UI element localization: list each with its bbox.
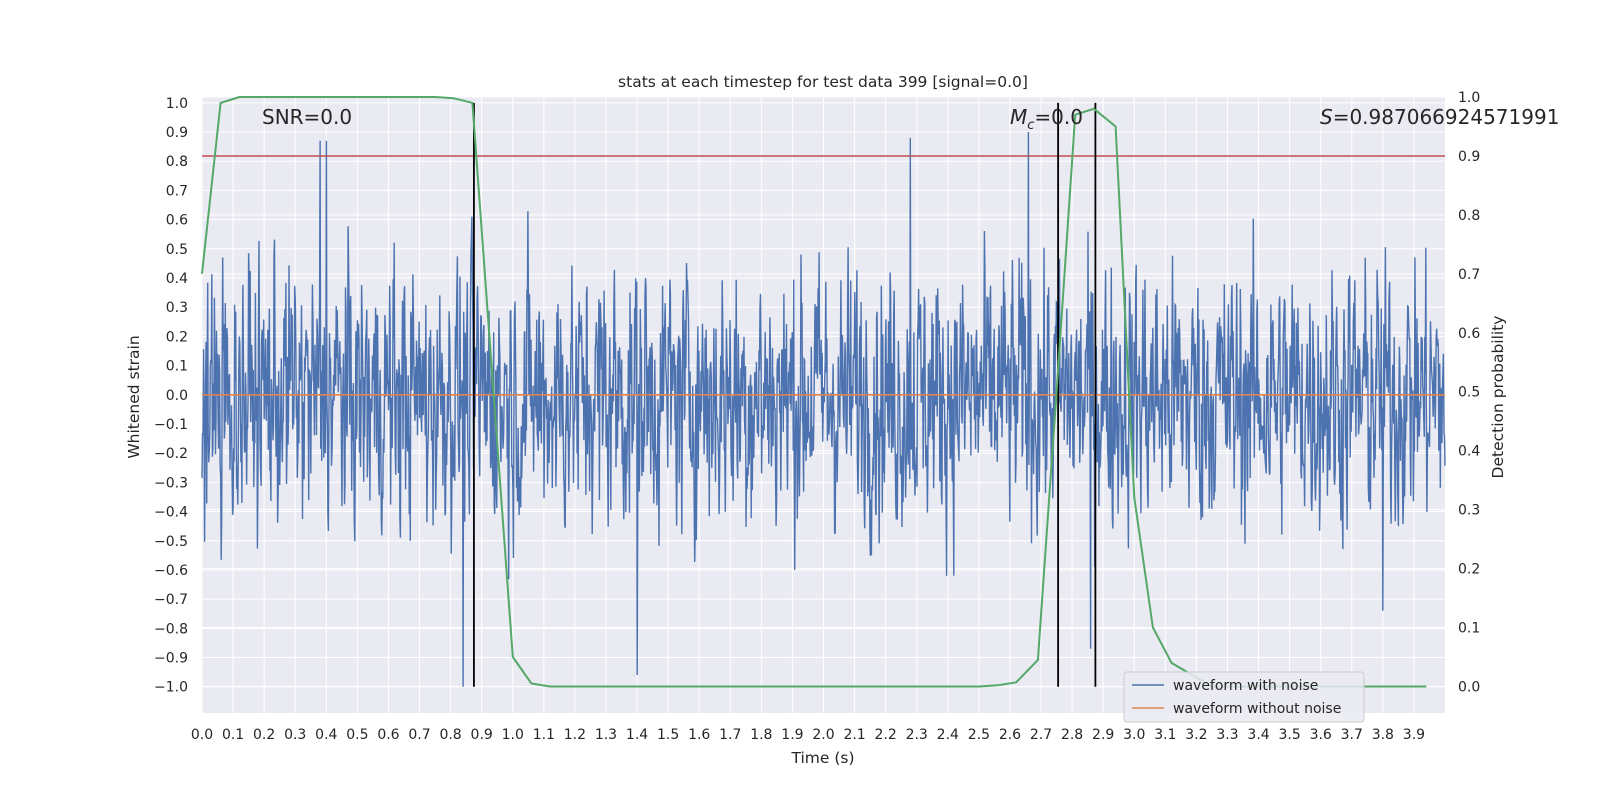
x-tick-label: 0.8 — [439, 727, 461, 743]
y-axis-label: Whitened strain — [125, 335, 143, 458]
y-tick-label: −0.1 — [154, 417, 188, 433]
y-tick-label: 0.8 — [166, 154, 188, 170]
x-tick-label: 0.2 — [253, 727, 275, 743]
vertical-markers — [473, 102, 1097, 687]
x-tick-label: 3.1 — [1154, 727, 1176, 743]
x-tick-label: 0.4 — [315, 727, 337, 743]
x-tick-label: 2.3 — [906, 727, 928, 743]
s-annotation: S=0.987066924571991 — [1320, 105, 1559, 129]
x-tick-label: 1.5 — [657, 727, 679, 743]
x-tick-label: 0.7 — [408, 727, 430, 743]
y-tick-label: 0.2 — [166, 329, 188, 345]
x-tick-label: 3.9 — [1403, 727, 1425, 743]
mc-subscript: c — [1027, 118, 1034, 133]
x-tick-label: 2.6 — [999, 727, 1021, 743]
y-tick-label: −0.5 — [154, 534, 188, 550]
x-tick-label: 3.0 — [1123, 727, 1145, 743]
x-tick-label: 3.4 — [1247, 727, 1269, 743]
x-tick-label: 0.3 — [284, 727, 306, 743]
legend-box — [1123, 671, 1365, 723]
y-tick-label: 0.9 — [166, 125, 188, 141]
x-tick-label: 3.8 — [1372, 727, 1394, 743]
y2-tick-label: 0.3 — [1458, 503, 1480, 519]
y-tick-label: −0.9 — [154, 651, 188, 667]
y2-tick-label: 0.1 — [1458, 621, 1480, 637]
x-tick-label: 0.5 — [346, 727, 368, 743]
x-tick-label: 2.4 — [937, 727, 959, 743]
y-tick-label: −0.6 — [154, 563, 188, 579]
y-tick-label: −0.7 — [154, 592, 188, 608]
y-tick-label: −1.0 — [154, 680, 188, 696]
x-tick-label: 2.8 — [1061, 727, 1083, 743]
y-tick-label: 0.6 — [166, 213, 188, 229]
y2-tick-label: 0.9 — [1458, 149, 1480, 165]
y-tick-label: 0.4 — [166, 271, 188, 287]
x-tick-label: 2.9 — [1092, 727, 1114, 743]
x-tick-label: 2.0 — [812, 727, 834, 743]
probability-trace — [201, 96, 1427, 688]
x-tick-label: 3.5 — [1278, 727, 1300, 743]
x-tick-label: 1.1 — [533, 727, 555, 743]
y2-tick-label: 0.7 — [1458, 267, 1480, 283]
y2-tick-label: 1.0 — [1458, 90, 1480, 106]
y2-axis-ticks: 1.0 0.9 0.8 0.7 0.6 0.5 0.4 0.3 0.2 0.1 0.0 — [1458, 90, 1480, 695]
series-detection-probability — [201, 96, 1427, 688]
x-tick-label: 0.6 — [377, 727, 399, 743]
y2-tick-label: 0.6 — [1458, 326, 1480, 342]
x-tick-label: 3.2 — [1185, 727, 1207, 743]
y-tick-label: −0.4 — [154, 505, 188, 521]
legend: waveform with noise waveform without noi… — [1123, 671, 1365, 723]
x-tick-label: 1.9 — [781, 727, 803, 743]
y2-tick-label: 0.5 — [1458, 385, 1480, 401]
mc-value: =0.0 — [1034, 105, 1083, 129]
y-tick-label: −0.8 — [154, 621, 188, 637]
x-tick-label: 3.7 — [1341, 727, 1363, 743]
y-tick-label: 0.3 — [166, 300, 188, 316]
x-axis-label: Time (s) — [790, 749, 854, 767]
x-tick-label: 3.3 — [1216, 727, 1238, 743]
y-tick-label: 1.0 — [166, 96, 188, 112]
snr-annotation: SNR=0.0 — [262, 105, 352, 129]
y2-tick-label: 0.2 — [1458, 562, 1480, 578]
y-tick-label: 0.0 — [166, 388, 188, 404]
x-tick-label: 3.6 — [1310, 727, 1332, 743]
y-axis-ticks: 1.0 0.9 0.8 0.7 0.6 0.5 0.4 0.3 0.2 0.1 0.0 −0.1 −0.… — [154, 96, 188, 696]
y2-tick-label: 0.8 — [1458, 208, 1480, 224]
y2-tick-label: 0.0 — [1458, 679, 1480, 695]
x-axis-ticks: 0.0 0.1 0.2 0.3 0.4 0.5 0.6 0.7 0.8 0.9 1.0 1.1 1.2 1… — [191, 727, 1425, 743]
y-tick-label: −0.2 — [154, 446, 188, 462]
s-symbol: S — [1320, 105, 1333, 129]
noise-trace — [201, 131, 1446, 687]
x-tick-label: 0.0 — [191, 727, 213, 743]
y-tick-label: 0.7 — [166, 183, 188, 199]
y-tick-label: 0.1 — [166, 359, 188, 375]
x-tick-label: 1.4 — [626, 727, 648, 743]
x-tick-label: 2.7 — [1030, 727, 1052, 743]
x-tick-label: 0.9 — [471, 727, 493, 743]
chart-title: stats at each timestep for test data 399… — [618, 73, 1028, 91]
y-tick-label: 0.5 — [166, 242, 188, 258]
x-tick-label: 1.7 — [719, 727, 741, 743]
x-tick-label: 2.1 — [843, 727, 865, 743]
mc-symbol: M — [1010, 105, 1027, 129]
y2-axis-label: Detection probability — [1489, 316, 1507, 479]
x-tick-label: 1.0 — [502, 727, 524, 743]
x-tick-label: 0.1 — [222, 727, 244, 743]
x-tick-label: 1.2 — [564, 727, 586, 743]
series-waveform-with-noise — [201, 131, 1446, 687]
s-value: =0.987066924571991 — [1333, 105, 1560, 129]
legend-label-clean: waveform without noise — [1173, 701, 1341, 717]
y-tick-label: −0.3 — [154, 475, 188, 491]
x-tick-label: 1.6 — [688, 727, 710, 743]
mc-annotation: Mc=0.0 — [1010, 105, 1083, 133]
x-tick-label: 1.3 — [595, 727, 617, 743]
y2-tick-label: 0.4 — [1458, 444, 1480, 460]
x-tick-label: 2.5 — [968, 727, 990, 743]
x-tick-label: 2.2 — [875, 727, 897, 743]
legend-label-noise: waveform with noise — [1173, 678, 1318, 694]
x-tick-label: 1.8 — [750, 727, 772, 743]
